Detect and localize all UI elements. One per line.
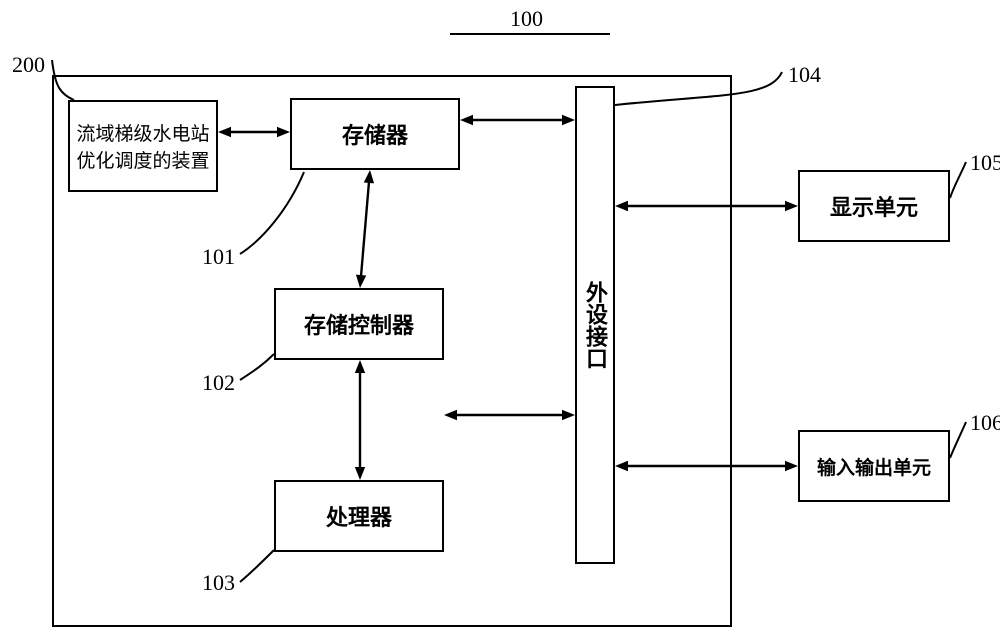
node-opt-device: 流域梯级水电站优化调度的装置: [68, 100, 218, 192]
node-processor-label: 处理器: [326, 500, 392, 532]
node-io-unit-label: 输入输出单元: [817, 453, 931, 480]
callout-c106: [950, 422, 966, 458]
refnum-102: 102: [202, 370, 235, 396]
node-periph-if-label: 外设接口: [579, 281, 611, 369]
node-mem-ctrl: 存储控制器: [274, 288, 444, 360]
node-display: 显示单元: [798, 170, 950, 242]
refnum-200: 200: [12, 52, 45, 78]
node-io-unit: 输入输出单元: [798, 430, 950, 502]
refnum-101: 101: [202, 244, 235, 270]
node-mem-ctrl-label: 存储控制器: [304, 308, 414, 340]
node-memory: 存储器: [290, 98, 460, 170]
node-memory-label: 存储器: [342, 118, 408, 150]
refnum-105: 105: [970, 150, 1000, 176]
refnum-106: 106: [970, 410, 1000, 436]
node-processor: 处理器: [274, 480, 444, 552]
node-periph-if: 外设接口: [575, 86, 615, 564]
node-display-label: 显示单元: [830, 190, 918, 222]
refnum-103: 103: [202, 570, 235, 596]
node-opt-device-label: 流域梯级水电站优化调度的装置: [74, 119, 212, 173]
callout-c105: [950, 162, 966, 198]
refnum-100: 100: [510, 6, 543, 32]
refnum-104: 104: [788, 62, 821, 88]
